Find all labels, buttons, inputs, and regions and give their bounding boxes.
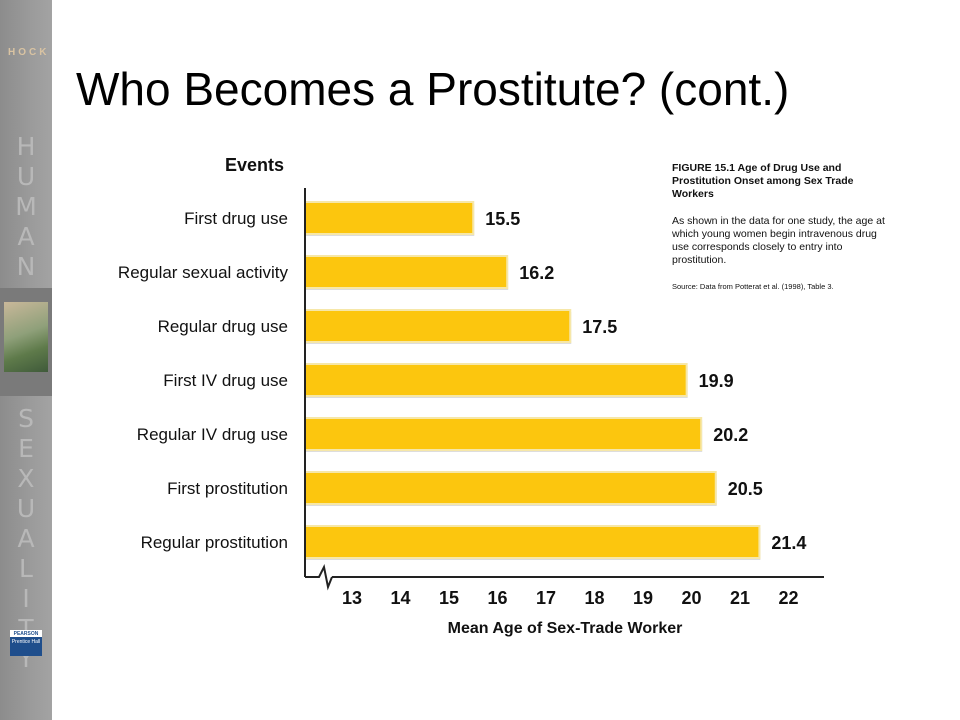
brand-label: HOCK — [8, 47, 50, 58]
bar-1 — [304, 201, 475, 235]
x-tick-label: 19 — [633, 588, 653, 608]
x-tick-label: 13 — [342, 588, 362, 608]
category-label: Regular drug use — [158, 317, 288, 336]
category-label: First drug use — [184, 209, 288, 228]
bar-7 — [304, 525, 761, 559]
value-label: 19.9 — [699, 371, 734, 391]
bar-3 — [304, 309, 572, 343]
publisher-logo: PEARSON Prentice Hall — [10, 630, 42, 656]
value-label: 20.2 — [713, 425, 748, 445]
figure-source: Source: Data from Potterat et al. (1998)… — [672, 282, 834, 291]
x-tick-label: 17 — [536, 588, 556, 608]
x-tick-label: 20 — [681, 588, 701, 608]
sidebar-photo — [0, 288, 52, 396]
figure-description: As shown in the data for one study, the … — [672, 215, 885, 266]
x-tick-label: 15 — [439, 588, 459, 608]
value-label: 16.2 — [519, 263, 554, 283]
x-tick-label: 21 — [730, 588, 750, 608]
axis-break — [305, 563, 333, 591]
bar-4 — [304, 363, 688, 397]
bar-5 — [304, 417, 703, 451]
category-label: Regular sexual activity — [118, 263, 289, 282]
x-tick-label: 14 — [390, 588, 410, 608]
value-label: 20.5 — [728, 479, 763, 499]
value-label: 15.5 — [485, 209, 520, 229]
slide-title: Who Becomes a Prostitute? (cont.) — [76, 63, 790, 115]
bar-chart: Events First drug use 15.5 Regular sexual a… — [118, 155, 824, 637]
x-tick-label: 16 — [487, 588, 507, 608]
category-label: First prostitution — [167, 479, 288, 498]
value-label: 21.4 — [771, 533, 806, 553]
x-axis-label: Mean Age of Sex-Trade Worker — [448, 620, 683, 637]
category-axis-title: Events — [225, 155, 284, 175]
value-label: 17.5 — [582, 317, 617, 337]
category-label: First IV drug use — [163, 371, 288, 390]
bar-2 — [304, 255, 509, 289]
figure-title: FIGURE 15.1 Age of Drug Use and Prostitu… — [672, 162, 854, 200]
bar-6 — [304, 471, 717, 505]
category-label: Regular prostitution — [141, 533, 288, 552]
category-label: Regular IV drug use — [137, 425, 288, 444]
x-tick-label: 18 — [584, 588, 604, 608]
x-tick-label: 22 — [778, 588, 798, 608]
